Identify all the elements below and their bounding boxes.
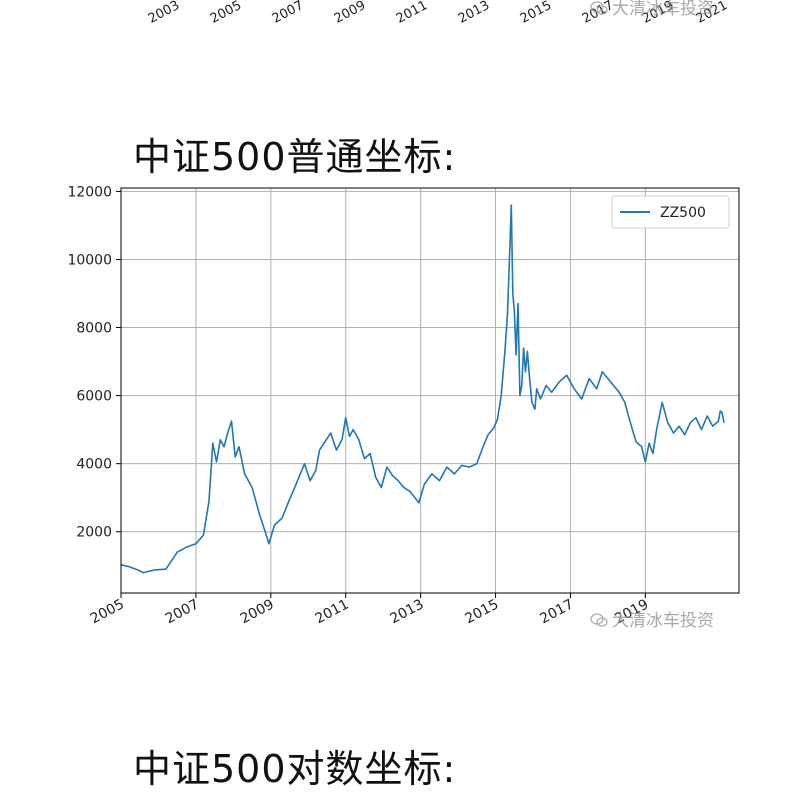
- watermark-main: 大清冰车投资: [590, 606, 714, 631]
- y-tick-label: 10000: [67, 252, 112, 268]
- x-tick-label: 2017: [537, 596, 576, 627]
- wechat-icon: [590, 612, 608, 627]
- plot-frame: [120, 187, 740, 594]
- legend-box: [611, 195, 730, 229]
- zz500-line-chart: 2000 4000 6000 8000 10000 12000 2005 2007 2009 2…: [67, 184, 740, 627]
- x-tick-label: 2015: [462, 596, 501, 627]
- y-tick-label: 6000: [76, 389, 112, 405]
- y-axis: 2000 4000 6000 8000 10000 12000: [67, 184, 121, 541]
- wechat-icon: [590, 0, 608, 15]
- legend: ZZ500: [611, 195, 730, 229]
- series-line-zz500: [120, 204, 725, 574]
- y-tick-label: 2000: [76, 525, 112, 541]
- y-tick-label: 8000: [76, 321, 112, 337]
- heading-normal-scale: 中证500普通坐标:: [133, 135, 457, 179]
- x-tick-label: 2007: [163, 596, 202, 627]
- x-axis: 2005 2007 2009 2011 2013 2015 2017 2019: [88, 593, 651, 627]
- y-tick-label: 4000: [76, 457, 112, 473]
- y-tick-label: 12000: [67, 184, 112, 200]
- x-tick-label: 2011: [313, 596, 352, 627]
- watermark-text: 大清冰车投资: [612, 0, 714, 19]
- x-tick-label: 2009: [238, 596, 277, 627]
- watermark-text: 大清冰车投资: [612, 611, 714, 631]
- legend-label: ZZ500: [660, 205, 706, 221]
- grid: [120, 188, 739, 593]
- watermark-top: 大清冰车投资: [590, 0, 714, 19]
- heading-log-scale: 中证500对数坐标:: [133, 747, 457, 791]
- x-tick-label: 2013: [388, 596, 427, 627]
- x-tick-label: 2005: [88, 596, 127, 627]
